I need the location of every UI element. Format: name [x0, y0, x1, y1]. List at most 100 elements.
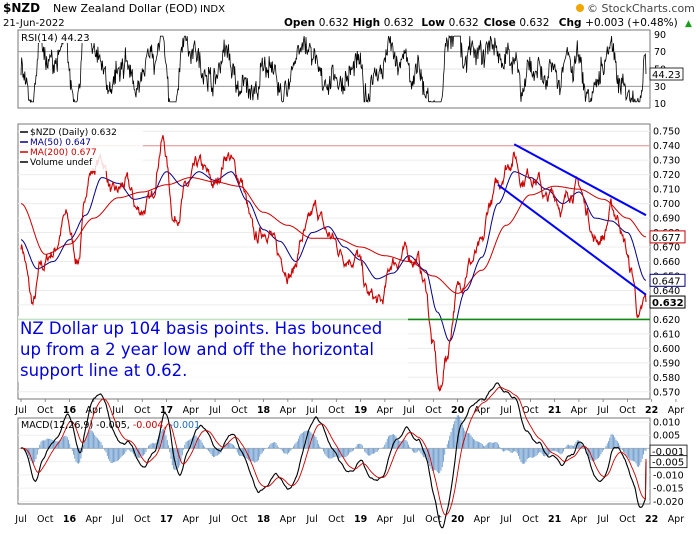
x-tick-label-bottom: Oct [619, 514, 636, 525]
x-tick-label-bottom: Jul [14, 514, 26, 525]
x-tick-label: Apr [183, 405, 200, 416]
x-tick-label: 16 [63, 405, 77, 416]
x-tick-label-bottom: 16 [63, 514, 77, 525]
time-axis-bottom: Jul Oct 16 Apr Jul Oct 17 Apr Jul Oct 18 Apr Jul Oct 1… [14, 514, 684, 525]
x-tick-label-bottom: 19 [354, 514, 367, 525]
ma50-line [20, 171, 647, 342]
x-tick-label-bottom: 20 [451, 514, 465, 525]
chart-date: 21-Jun-2022 [3, 18, 65, 29]
macd-tick-label: -0.010 [653, 470, 684, 481]
price-tag-box [649, 273, 686, 287]
rsi-line [20, 34, 647, 104]
ohlc-chg: Chg +0.003 (+0.48%) [559, 17, 678, 29]
annotation-line: support line at 0.62. [20, 361, 187, 380]
x-tick-label-bottom: 18 [257, 514, 271, 525]
stockcharts-logo: © StockCharts.com [576, 2, 695, 15]
macd-tick-label: 0.005 [653, 431, 680, 442]
price-line [20, 135, 647, 392]
price-tag-label: 0.677 [652, 233, 681, 244]
price-tick-label: 0.730 [653, 156, 680, 167]
x-tick-label: Jul [499, 405, 511, 416]
x-tick-label: Jul [596, 405, 608, 416]
x-tick-label: Apr [474, 405, 491, 416]
macd-tick-label: -0.015 [653, 484, 684, 495]
annotation-bg [18, 316, 408, 382]
annotation-text: NZ Dollar up 104 basis points. Has bounc… [18, 316, 408, 382]
x-tick-label-bottom: 22 [645, 514, 658, 525]
symbol-title: $NZD [3, 1, 40, 15]
x-tick-label: Jul [208, 405, 220, 416]
x-tick-label-bottom: Oct [522, 514, 539, 525]
x-tick-label-bottom: Jul [111, 514, 123, 525]
macd-label-text: MACD(12,26,9) -0.005, -0.004, -0.001 [21, 420, 200, 431]
rsi-tick-label: 70 [654, 47, 666, 58]
macd-tag-box [649, 455, 688, 469]
x-tick-label-bottom: Oct [328, 514, 345, 525]
price-tick-label: 0.600 [653, 344, 680, 355]
rsi-tag-box [649, 67, 684, 81]
macd-label: MACD(12,26,9) -0.005, -0.004, -0.001 [21, 420, 200, 431]
price-tick-label: 0.640 [653, 286, 680, 297]
trend-channel-upper [513, 143, 647, 217]
x-tick-label-bottom: Jul [402, 514, 414, 525]
rsi-tick-label: 90 [654, 30, 666, 41]
macd-tag-label: -0.005 [652, 458, 684, 469]
x-tick-label-bottom: 17 [160, 514, 173, 525]
rsi-label-bg [19, 31, 111, 43]
x-tick-label: Oct [425, 405, 442, 416]
price-tick-label: 0.740 [653, 141, 680, 152]
x-tick-label-bottom: Apr [86, 514, 103, 525]
x-tick-label-bottom: Jul [208, 514, 220, 525]
price-tag-label: 0.647 [652, 276, 681, 287]
price-tag-box [649, 295, 686, 309]
x-tick-label: 18 [257, 405, 271, 416]
x-tick-label: Jul [14, 405, 26, 416]
x-tick-label: 19 [354, 405, 367, 416]
x-tick-label: Jul [402, 405, 414, 416]
annotation-line: NZ Dollar up 104 basis points. Has bounc… [20, 319, 382, 338]
x-tick-label: Oct [231, 405, 248, 416]
macd-tick-label: -0.020 [653, 497, 684, 508]
legend-entry: $NZD (Daily) 0.632 [30, 128, 117, 138]
rsi-axis: 907050301044.23 [649, 30, 684, 110]
x-tick-label: 20 [451, 405, 465, 416]
ohlc-high: High 0.632 [353, 17, 414, 29]
macd-tick-label: 0.010 [653, 417, 680, 428]
price-tag-box [649, 230, 686, 244]
price-tick-label: 0.750 [653, 127, 680, 138]
trend-channel-lower [497, 183, 647, 296]
price-tick-label: 0.690 [653, 214, 680, 225]
x-tick-label-bottom: Oct [231, 514, 248, 525]
x-tick-label: Jul [111, 405, 123, 416]
x-tick-label-bottom: Oct [134, 514, 151, 525]
x-tick-label: 22 [645, 405, 658, 416]
legend-bg [19, 125, 143, 171]
x-tick-label-bottom: Apr [474, 514, 491, 525]
price-tick-label: 0.670 [653, 243, 680, 254]
ohlc-close: Close 0.632 [484, 17, 550, 29]
x-tick-label-bottom: Oct [37, 514, 54, 525]
brand-label: © StockCharts.com [587, 2, 695, 15]
rsi-panel: RSI(14) 44.23 907050301044.23 [17, 29, 684, 110]
x-tick-label: Apr [377, 405, 394, 416]
ohlc-readout: Open 0.632 High 0.632 Low 0.632 Close 0.632… [284, 17, 692, 29]
x-tick-label-bottom: Jul [596, 514, 608, 525]
price-grid [18, 130, 650, 393]
legend-entry: MA(200) 0.677 [30, 148, 97, 158]
x-tick-label-bottom: Apr [377, 514, 394, 525]
symbol-name: New Zealand Dollar (EOD) [53, 2, 198, 15]
x-tick-label: Oct [37, 405, 54, 416]
price-tick-label: 0.570 [653, 387, 680, 398]
x-tick-label-bottom: Apr [280, 514, 297, 525]
x-tick-label: Oct [522, 405, 539, 416]
x-tick-label-bottom: Apr [571, 514, 588, 525]
price-tick-label: 0.590 [653, 358, 680, 369]
rsi-label: RSI(14) 44.23 [21, 33, 90, 44]
x-tick-label: Oct [328, 405, 345, 416]
x-tick-label-bottom: Apr [183, 514, 200, 525]
macd-axis: 0.0100.0050.000-0.005-0.010-0.015-0.020-… [649, 417, 688, 508]
